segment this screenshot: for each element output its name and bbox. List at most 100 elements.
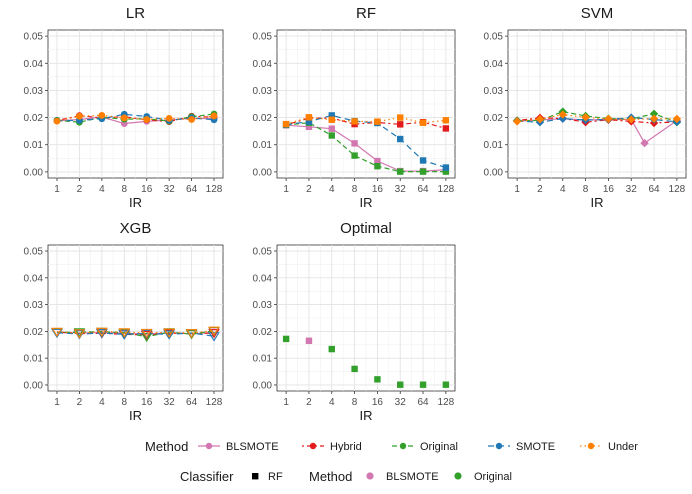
x-tick-label: 4 [99,397,105,408]
y-tick-label: 0.01 [24,140,44,151]
x-tick-label: 8 [352,397,358,408]
y-tick-label: 0.05 [484,32,504,43]
legend-method: Method BLSMOTE Hybrid Original SMOTE Under [145,439,638,454]
legend-label: Hybrid [330,441,362,453]
legend-optimal-method: Method BLSMOTE Original [309,469,512,484]
legend-key-point [495,442,503,450]
y-tick-label: 0.04 [253,273,273,284]
legend-key-point [309,442,317,450]
data-point-smote [96,329,108,339]
data-point-original [328,132,335,139]
x-tick-label: 128 [438,184,455,195]
data-point-under [512,117,522,126]
x-tick-label: 32 [395,397,407,408]
x-tick-label: 16 [603,184,615,195]
x-tick-label: 64 [186,397,198,408]
data-point-original [419,168,427,175]
data-point-blsmote [328,125,335,132]
y-tick-label: 0.05 [253,32,273,43]
legend-label: BLSMOTE [386,471,439,483]
legend-key-square [252,473,259,480]
data-point-under [282,120,290,128]
facet-optimal: Optimal 0.00 0.01 0.02 0.03 0.04 0.05 1 2 4 8 16 32 6… [253,220,456,423]
data-point-original [442,168,450,175]
panel-title: XGB [120,220,152,237]
data-point-under [604,114,613,124]
data-point-original [351,365,358,373]
x-tick-label: 32 [164,184,176,195]
x-tick-label: 2 [306,184,312,195]
data-point-under [96,327,108,338]
x-tick-label: 1 [514,184,520,195]
data-point-under [328,116,335,123]
data-point-blsmote [305,123,313,131]
data-point-original [185,330,198,340]
legend-label: SMOTE [516,441,555,453]
y-tick-label: 0.00 [484,167,504,178]
x-tick-label: 32 [395,184,407,195]
x-tick-label: 64 [186,184,198,195]
x-tick-label: 2 [77,184,83,195]
data-point-under [649,114,659,123]
x-axis-title: IR [360,195,373,210]
y-tick-label: 0.05 [253,247,273,258]
data-point-original [351,152,358,159]
legend-label: RF [268,471,283,483]
x-tick-label: 2 [306,397,312,408]
y-tick-label: 0.03 [253,86,273,97]
series-line-under [56,329,215,334]
data-point-original [397,381,404,388]
y-tick-label: 0.04 [253,59,273,70]
data-point-smote [328,112,335,119]
data-point-under [165,114,173,122]
x-axis-title: IR [360,408,373,423]
facet-xgb: XGB 0.00 0.01 0.02 0.03 0.04 0.05 1 2 4 8 16 32 64 128… [24,220,224,423]
data-point-smote [419,157,427,164]
data-point-under [76,112,83,120]
y-tick-label: 0.00 [253,380,273,391]
x-tick-label: 32 [626,184,638,195]
data-point-under [120,114,128,122]
legend-title: Method [145,439,188,454]
x-tick-label: 2 [537,184,543,195]
x-tick-label: 4 [99,184,105,195]
x-tick-label: 64 [417,184,429,195]
panel-title: LR [126,5,145,22]
legend-label: Original [420,441,458,453]
series-line-under [56,114,215,122]
data-point-under [442,117,450,124]
series-line-hybrid [56,115,215,123]
data-point-smote [118,330,131,340]
y-tick-label: 0.00 [253,167,273,178]
y-tick-label: 0.02 [24,327,44,338]
y-tick-label: 0.01 [253,140,273,151]
data-point-under [305,114,313,121]
x-tick-label: 64 [417,397,429,408]
data-point-original [397,168,404,175]
data-point-under [51,327,63,338]
data-point-under [140,328,153,339]
y-tick-label: 0.05 [24,32,44,43]
data-point-under [397,114,404,121]
y-tick-label: 0.04 [24,273,44,284]
data-point-under [143,116,151,123]
data-point-under [73,329,86,339]
data-point-hybrid [397,121,404,128]
x-tick-label: 32 [164,397,176,408]
facet-svm: SVM 0.00 0.01 0.02 0.03 0.04 0.05 1 2 4 8 16 32 64 128… [484,5,687,210]
legend-key-point [366,472,374,480]
legend-key-point [587,442,595,450]
panel-title: SVM [581,5,614,22]
x-tick-label: 128 [438,397,455,408]
legend-label: BLSMOTE [226,441,279,453]
data-point-smote [397,135,404,143]
data-point-original [73,328,86,338]
data-point-blsmote [305,337,313,344]
data-point-original [140,332,153,343]
data-point-under [188,116,195,123]
x-tick-label: 4 [329,184,335,195]
data-point-under [53,117,61,125]
data-point-under [185,329,198,339]
data-point-hybrid [208,329,220,339]
